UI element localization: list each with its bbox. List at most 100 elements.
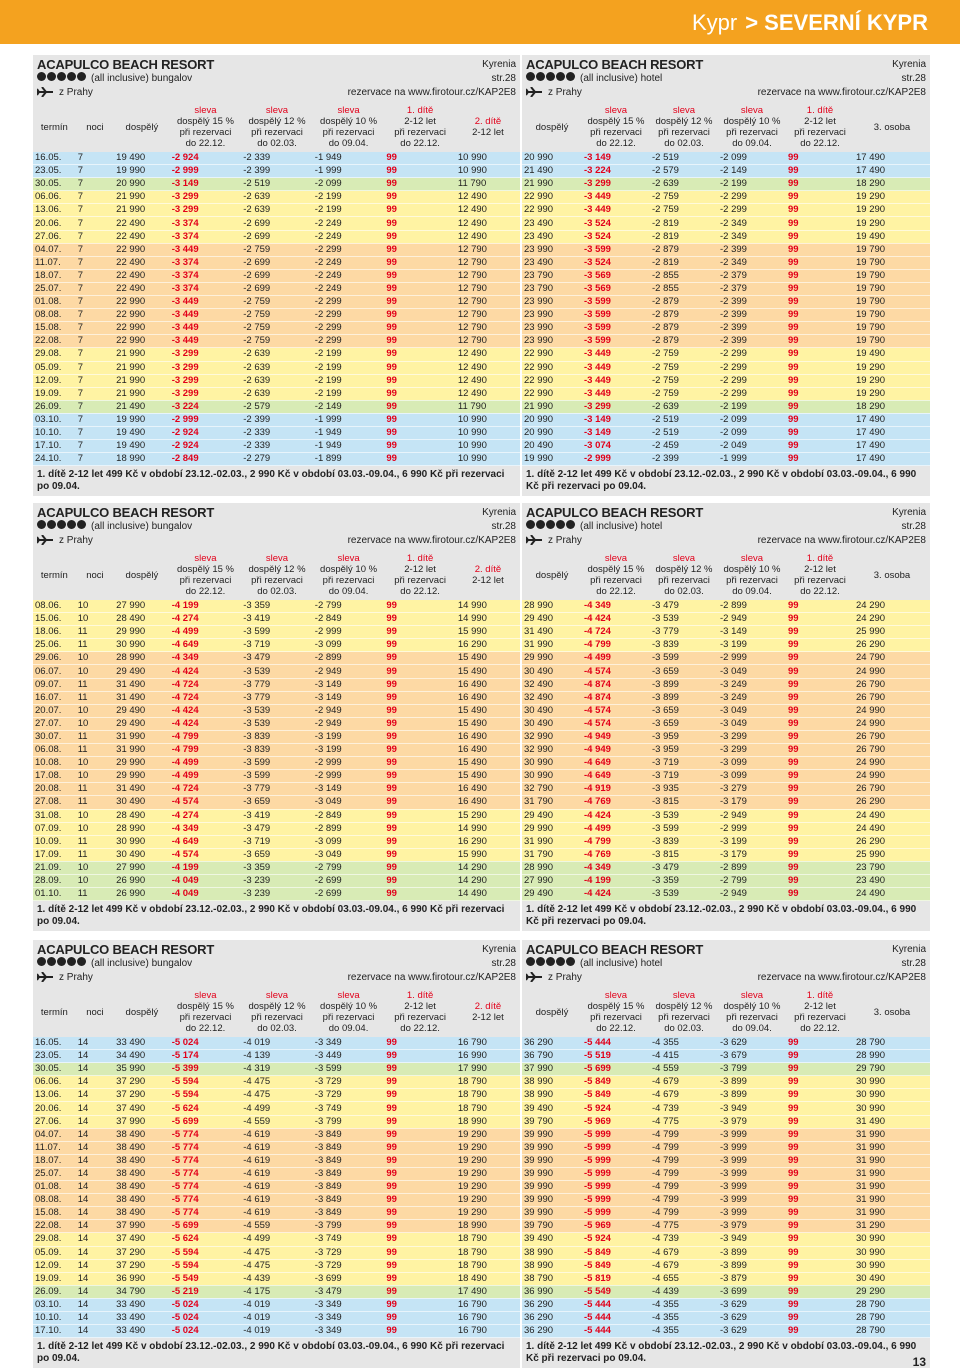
price-table: dospělý sleva dospělý 15 % při rezervaci do … bbox=[522, 550, 930, 902]
cell: -3 179 bbox=[718, 848, 786, 862]
cell: 99 bbox=[786, 600, 854, 614]
cell: 30 990 bbox=[854, 1259, 930, 1273]
column-header: noci bbox=[75, 550, 115, 600]
cell: -2 579 bbox=[241, 400, 313, 414]
cell: 32 490 bbox=[522, 678, 582, 692]
cell: -4 649 bbox=[169, 638, 242, 653]
cell: -2 899 bbox=[312, 822, 385, 836]
cell: -2 639 bbox=[241, 387, 313, 401]
cell: -1 999 bbox=[718, 452, 786, 467]
cell: 39 490 bbox=[522, 1101, 582, 1116]
header-line: při rezervaci bbox=[726, 1012, 778, 1023]
star-icon bbox=[546, 520, 555, 529]
departure-city: z Prahy bbox=[59, 534, 93, 546]
cell: -2 199 bbox=[312, 347, 385, 362]
price-row: 22 990 -3 449 -2 759 -2 299 99 19 490 bbox=[522, 347, 930, 362]
header-line: (all inclusive) hotel str.28 bbox=[526, 519, 926, 533]
cell: 99 bbox=[384, 413, 456, 427]
footnote: 1. dítě 2-12 let 499 Kč v období 23.12.-… bbox=[522, 1338, 930, 1369]
cell: -5 024 bbox=[169, 1324, 242, 1339]
column-header: 2. dítě 2-12 let bbox=[455, 550, 520, 600]
board: (all inclusive) hotel bbox=[526, 520, 662, 532]
header-line: do 02.03. bbox=[664, 138, 704, 149]
price-table: dospělý sleva dospělý 15 % při rezervaci do … bbox=[522, 987, 930, 1339]
cell: -5 174 bbox=[169, 1049, 242, 1064]
cell: -3 659 bbox=[241, 848, 313, 862]
header-row: termín noci dospělý sleva dospělý 15 % při re… bbox=[33, 550, 520, 600]
cell: -2 855 bbox=[650, 282, 718, 297]
price-row: 32 990 -4 949 -3 959 -3 299 99 26 790 bbox=[522, 743, 930, 758]
price-row: 39 790 -5 969 -4 775 -3 979 99 31 290 bbox=[522, 1219, 930, 1234]
cell: 23.05. bbox=[33, 164, 76, 179]
price-row: 22 990 -3 449 -2 759 -2 299 99 19 290 bbox=[522, 361, 930, 375]
cell: -3 729 bbox=[312, 1259, 385, 1273]
cell: 23 790 bbox=[854, 861, 930, 875]
cell: 99 bbox=[384, 822, 456, 836]
cell: -2 759 bbox=[241, 321, 313, 336]
cell: -2 699 bbox=[241, 230, 313, 244]
header-line: 1. dítě bbox=[406, 105, 434, 116]
cell: -3 199 bbox=[312, 743, 385, 758]
price-row: 20.07. 10 29 490 -4 424 -3 539 -2 949 99 15 490 bbox=[33, 704, 520, 718]
price-row: 23.05. 14 34 490 -5 174 -4 139 -3 449 99 16 990 bbox=[33, 1049, 520, 1064]
price-row: 22 990 -3 449 -2 759 -2 299 99 19 290 bbox=[522, 203, 930, 218]
cell: 99 bbox=[384, 164, 456, 179]
cell: 99 bbox=[384, 308, 456, 323]
cell: 16 490 bbox=[455, 782, 520, 797]
cell: 30 990 bbox=[522, 769, 582, 784]
cell: 19 990 bbox=[522, 452, 582, 467]
cell: 99 bbox=[384, 1219, 456, 1234]
cell: -2 339 bbox=[241, 439, 313, 454]
cell: -4 424 bbox=[169, 717, 242, 731]
price-row: 26.09. 7 21 490 -3 224 -2 579 -2 149 99 11 790 bbox=[33, 400, 520, 414]
cell: 30.07. bbox=[33, 730, 76, 745]
cell: 36 290 bbox=[522, 1324, 582, 1339]
star-icon bbox=[546, 72, 555, 81]
cell: -3 099 bbox=[718, 756, 786, 771]
cell: -4 799 bbox=[582, 835, 650, 849]
cell: 36 290 bbox=[522, 1037, 582, 1051]
cell: -3 815 bbox=[650, 848, 718, 862]
cell: -3 099 bbox=[718, 769, 786, 784]
cell: -4 619 bbox=[241, 1167, 313, 1182]
cell: -2 759 bbox=[650, 361, 718, 375]
cell: 34 490 bbox=[114, 1049, 170, 1064]
cell: 99 bbox=[384, 1115, 456, 1129]
cell: 16 790 bbox=[455, 1311, 520, 1326]
cell: 99 bbox=[786, 1167, 854, 1182]
cell: -2 519 bbox=[650, 413, 718, 427]
cell: 99 bbox=[786, 1272, 854, 1286]
column-header: noci bbox=[75, 102, 115, 152]
cell: -2 799 bbox=[312, 861, 385, 875]
cell: 99 bbox=[786, 1128, 854, 1142]
cell: 16 790 bbox=[455, 1037, 520, 1051]
cell: 99 bbox=[786, 691, 854, 705]
cell: 30 990 bbox=[854, 1101, 930, 1116]
price-row: 12.09. 7 21 990 -3 299 -2 639 -2 199 99 12 490 bbox=[33, 374, 520, 388]
column-header: sleva dospělý 10 % při rezervaci do 09.04. bbox=[312, 987, 385, 1037]
cell: 06.08. bbox=[33, 743, 76, 758]
price-row: 06.06. 14 37 290 -5 594 -4 475 -3 729 99 18 790 bbox=[33, 1075, 520, 1090]
board: (all inclusive) bungalov bbox=[37, 72, 192, 84]
price-row: 22.08. 7 22 990 -3 449 -2 759 -2 299 99 12 790 bbox=[33, 334, 520, 349]
column-header: dospělý bbox=[114, 550, 170, 600]
cell: -3 849 bbox=[312, 1141, 385, 1155]
cell: -3 539 bbox=[650, 887, 718, 902]
cell: -5 519 bbox=[582, 1049, 650, 1064]
cell: -4 649 bbox=[582, 756, 650, 771]
cell: 26 990 bbox=[114, 887, 170, 902]
cell: 19 790 bbox=[854, 321, 930, 336]
column-header: sleva dospělý 15 % při rezervaci do 22.12. bbox=[169, 987, 242, 1037]
section-header: Kypr > SEVERNÍ KYPR bbox=[0, 0, 960, 44]
cell: 06.06. bbox=[33, 190, 76, 205]
cell: -4 559 bbox=[650, 1062, 718, 1077]
cell: 04.07. bbox=[33, 243, 76, 257]
header-line: sleva bbox=[604, 990, 628, 1001]
cell: 12 790 bbox=[455, 321, 520, 336]
cell: -3 779 bbox=[241, 782, 313, 797]
column-header: 1. dítě 2-12 let při rezervaci do 22.12. bbox=[384, 550, 456, 600]
cell: 25 990 bbox=[854, 848, 930, 862]
cell: 23 990 bbox=[522, 243, 582, 257]
header-line: při rezervaci bbox=[179, 575, 232, 586]
cell: 7 bbox=[75, 439, 115, 454]
